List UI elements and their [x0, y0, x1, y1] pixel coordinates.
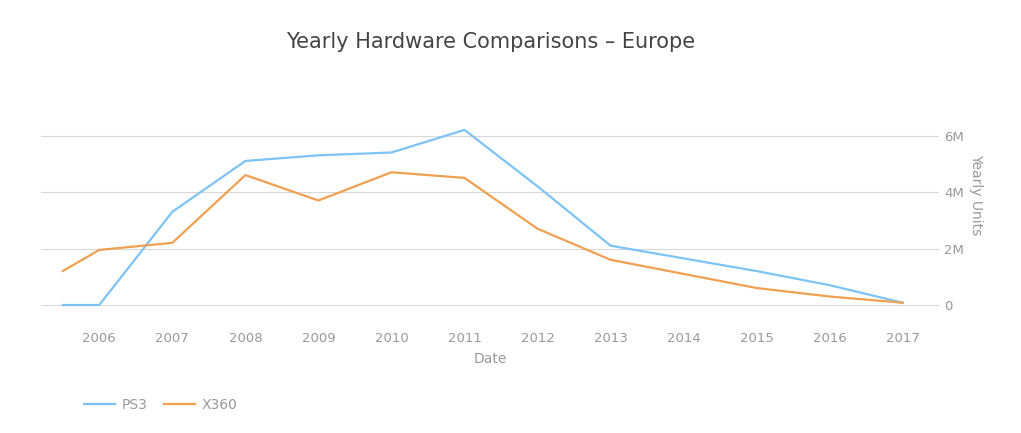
X360	[166, 240, 179, 246]
PS3	[750, 268, 763, 274]
X360	[824, 294, 836, 299]
Title: Yearly Hardware Comparisons – Europe: Yearly Hardware Comparisons – Europe	[286, 32, 694, 52]
PS3	[56, 302, 68, 307]
X360	[604, 257, 617, 262]
X360	[896, 300, 909, 305]
Legend: PS3, X360: PS3, X360	[79, 392, 243, 417]
X360	[678, 271, 690, 277]
X360	[532, 226, 544, 231]
PS3	[166, 209, 179, 214]
Y-axis label: Yearly Units: Yearly Units	[970, 154, 983, 236]
PS3	[532, 184, 544, 189]
PS3	[312, 153, 325, 158]
PS3	[678, 256, 690, 261]
PS3	[93, 302, 105, 307]
Line: X360: X360	[62, 172, 903, 303]
X360	[458, 175, 471, 181]
PS3	[385, 150, 397, 155]
X360	[750, 285, 763, 291]
X-axis label: Date: Date	[474, 352, 506, 365]
X360	[239, 172, 251, 178]
PS3	[824, 283, 836, 288]
X360	[56, 268, 68, 274]
PS3	[604, 243, 617, 248]
X360	[93, 247, 105, 252]
PS3	[896, 300, 909, 305]
X360	[312, 198, 325, 203]
PS3	[458, 127, 471, 132]
PS3	[239, 158, 251, 164]
Line: PS3: PS3	[62, 130, 903, 305]
X360	[385, 170, 397, 175]
